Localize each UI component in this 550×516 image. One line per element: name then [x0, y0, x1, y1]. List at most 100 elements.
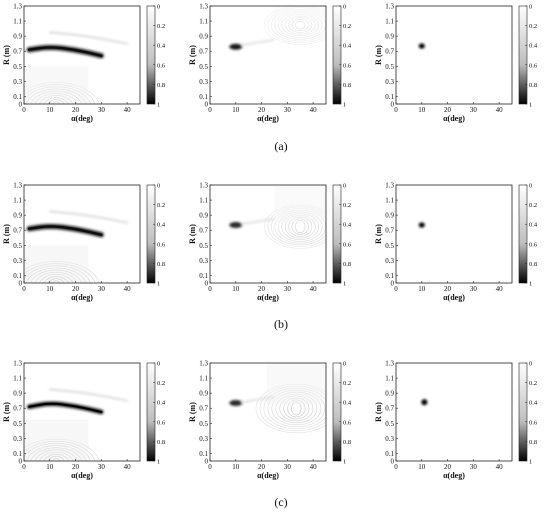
colorbar-tick-label: 0.8: [157, 439, 165, 446]
x-tick-label: 20: [72, 285, 80, 293]
y-tick-label: 0.9: [13, 212, 22, 220]
heatmap-content: [24, 210, 129, 283]
plot-area: [396, 185, 512, 283]
sidelobe-streak: [240, 217, 275, 226]
x-tick-label: 30: [98, 285, 106, 293]
colorbar-tick-label: 0.2: [343, 23, 351, 30]
y-tick-label: 1.1: [13, 18, 22, 26]
colorbar-tick-label: 0.4: [529, 43, 538, 50]
y-tick-label: 0.7: [13, 405, 22, 413]
colorbar-tick-label: 0: [157, 183, 160, 190]
sidelobe-streak: [240, 395, 275, 404]
y-tick-label: 1.1: [13, 375, 22, 383]
y-tick-label: 0.5: [199, 242, 208, 250]
x-tick-label: 10: [46, 106, 54, 114]
y-tick-label: 0.5: [385, 420, 394, 428]
x-tick-label: 10: [46, 285, 54, 293]
colorbar: [146, 5, 156, 105]
plot-frame: [23, 5, 141, 105]
colorbar-tick-label: 0: [343, 361, 346, 368]
colorbar-tick-label: 0.6: [529, 241, 538, 248]
colorbar-tick-label: 0.6: [157, 419, 166, 426]
colorbar-tick-label: 0.8: [343, 82, 351, 89]
x-tick-label: 40: [310, 463, 318, 471]
x-tick-label: 0: [22, 285, 26, 293]
colorbar: [332, 5, 342, 105]
colorbar-tick-label: 0.8: [529, 439, 537, 446]
target-spot: [421, 399, 428, 406]
x-tick-label: 40: [496, 106, 504, 114]
y-tick-label: 0: [391, 101, 395, 109]
colorbar-tick-label: 0: [529, 361, 532, 368]
y-tick-label: 0.7: [199, 48, 208, 56]
x-axis-label: α(deg): [257, 114, 279, 123]
x-tick-label: 30: [98, 106, 106, 114]
x-tick-label: 20: [258, 106, 266, 114]
x-axis-label: α(deg): [443, 114, 465, 123]
target-arc-core: [27, 46, 103, 57]
colorbar-tick-label: 0.8: [157, 261, 165, 268]
y-tick-label: 0.5: [385, 63, 394, 71]
colorbar-tick-label: 0.6: [529, 62, 538, 69]
colorbar-tick-label: 0: [157, 4, 160, 11]
y-tick-label: 1.1: [385, 197, 394, 205]
x-axis-label: α(deg): [71, 114, 93, 123]
y-tick-label: 1.1: [13, 197, 22, 205]
x-tick-label: 10: [418, 463, 426, 471]
y-tick-label: 0.3: [199, 78, 208, 86]
side-arc: [48, 388, 129, 402]
y-tick-label: 0.1: [385, 93, 394, 101]
x-axis-label: α(deg): [443, 471, 465, 480]
colorbar-tick-label: 0.4: [343, 43, 352, 50]
x-tick-label: 20: [444, 463, 452, 471]
y-axis-label: R (m): [188, 224, 197, 244]
x-tick-label: 20: [258, 463, 266, 471]
y-tick-label: 0.5: [13, 242, 22, 250]
target-arc-core: [27, 225, 103, 236]
y-tick-label: 0.1: [199, 93, 208, 101]
colorbar-tick-label: 0.8: [343, 439, 351, 446]
x-tick-label: 20: [444, 106, 452, 114]
target-spot: [418, 43, 425, 49]
colorbar-tick-label: 0.6: [343, 62, 352, 69]
y-tick-label: 1.3: [385, 182, 394, 190]
y-tick-label: 0: [205, 101, 209, 109]
x-tick-label: 10: [418, 106, 426, 114]
colorbar-tick-label: 0.4: [529, 222, 538, 229]
x-tick-label: 40: [310, 285, 318, 293]
colorbar: [518, 184, 528, 284]
colorbar-tick-label: 1: [157, 281, 160, 288]
colorbar-tick-label: 0.6: [529, 419, 538, 426]
x-tick-label: 20: [72, 106, 80, 114]
colorbar-tick-label: 0.6: [343, 241, 352, 248]
y-tick-label: 0.1: [13, 272, 22, 280]
x-tick-label: 10: [232, 463, 240, 471]
plot-frame: [395, 5, 513, 105]
colorbar-tick-label: 0.2: [343, 380, 351, 387]
y-tick-label: 0: [19, 101, 23, 109]
y-tick-label: 1.1: [199, 18, 208, 26]
x-tick-label: 30: [284, 285, 292, 293]
x-tick-label: 0: [394, 106, 398, 114]
x-tick-label: 10: [418, 285, 426, 293]
ripple-region: [274, 6, 326, 22]
y-tick-label: 0.3: [199, 257, 208, 265]
y-tick-label: 0.9: [13, 33, 22, 41]
colorbar-tick-label: 0: [529, 4, 532, 11]
y-tick-label: 0.1: [13, 450, 22, 458]
colorbar-tick-label: 1: [529, 281, 532, 288]
heatmap-content: [418, 43, 425, 49]
y-tick-label: 1.3: [199, 3, 208, 11]
y-tick-label: 0.3: [385, 78, 394, 86]
y-tick-label: 0.9: [199, 33, 208, 41]
colorbar-tick-label: 0.8: [529, 82, 537, 89]
y-tick-label: 0.7: [199, 227, 208, 235]
colorbar-tick-label: 0.6: [157, 62, 166, 69]
y-tick-label: 0.7: [385, 48, 394, 56]
y-tick-label: 1.1: [385, 18, 394, 26]
x-tick-label: 30: [98, 463, 106, 471]
